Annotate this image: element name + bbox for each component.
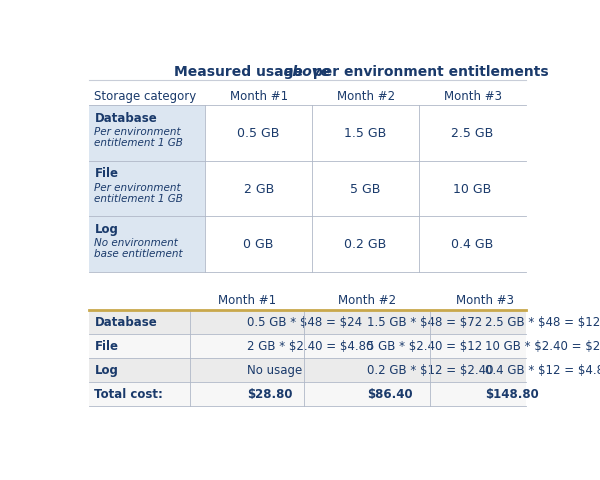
Bar: [89, 382, 526, 406]
Bar: [312, 106, 419, 161]
Text: 0.4 GB: 0.4 GB: [451, 238, 494, 251]
Text: Log: Log: [94, 222, 118, 235]
Text: \$28.80: \$28.80: [247, 387, 293, 400]
Text: Log: Log: [94, 363, 118, 376]
Text: No usage: No usage: [247, 363, 302, 376]
Text: Database: Database: [94, 316, 157, 329]
Text: 0.4 GB * \$12 = \$4.80: 0.4 GB * \$12 = \$4.80: [485, 363, 600, 376]
Text: File: File: [94, 340, 118, 353]
Bar: [89, 358, 526, 382]
Text: 1.5 GB * \$48 = \$72: 1.5 GB * \$48 = \$72: [367, 316, 482, 329]
Text: Month #1: Month #1: [230, 90, 288, 103]
Text: File: File: [94, 167, 118, 180]
Text: No environment: No environment: [94, 238, 178, 248]
Text: Per environment: Per environment: [94, 182, 181, 192]
Text: above: above: [284, 64, 331, 78]
Text: Measured usage: Measured usage: [173, 64, 308, 78]
Bar: [205, 161, 312, 216]
Text: \$86.40: \$86.40: [367, 387, 413, 400]
Text: Month #3: Month #3: [443, 90, 502, 103]
Text: 5 GB: 5 GB: [350, 182, 381, 195]
Text: 10 GB * \$2.40 = \$24: 10 GB * \$2.40 = \$24: [485, 340, 600, 353]
Text: 0.2 GB * \$12 = \$2.40: 0.2 GB * \$12 = \$2.40: [367, 363, 494, 376]
Text: base entitlement: base entitlement: [94, 249, 183, 259]
Bar: [312, 161, 419, 216]
Text: Database: Database: [94, 112, 157, 125]
Text: Month #2: Month #2: [337, 90, 395, 103]
Text: 2.5 GB: 2.5 GB: [451, 127, 494, 140]
Text: Month #1: Month #1: [218, 293, 276, 306]
Bar: [89, 161, 205, 216]
Text: Month #2: Month #2: [338, 293, 396, 306]
Text: 2.5 GB * \$48 = \$120: 2.5 GB * \$48 = \$120: [485, 316, 600, 329]
Text: \$148.80: \$148.80: [485, 387, 539, 400]
Text: 2 GB: 2 GB: [244, 182, 274, 195]
Text: 10 GB: 10 GB: [454, 182, 492, 195]
Bar: [419, 106, 526, 161]
Text: 0.2 GB: 0.2 GB: [344, 238, 387, 251]
Bar: [205, 106, 312, 161]
Text: 2 GB * \$2.40 = \$4.80: 2 GB * \$2.40 = \$4.80: [247, 340, 373, 353]
Text: entitlement 1 GB: entitlement 1 GB: [94, 193, 183, 203]
Text: Month #3: Month #3: [456, 293, 514, 306]
Bar: [205, 216, 312, 272]
Text: per environment entitlements: per environment entitlements: [308, 64, 548, 78]
Text: 0.5 GB: 0.5 GB: [238, 127, 280, 140]
Bar: [89, 106, 205, 161]
Bar: [419, 216, 526, 272]
Text: 0.5 GB * \$48 = \$24: 0.5 GB * \$48 = \$24: [247, 316, 362, 329]
Text: 0 GB: 0 GB: [244, 238, 274, 251]
Text: Storage category: Storage category: [94, 90, 197, 103]
Bar: [312, 216, 419, 272]
Bar: [89, 334, 526, 358]
Text: Total cost:: Total cost:: [94, 387, 163, 400]
Bar: [89, 311, 526, 334]
Text: Per environment: Per environment: [94, 127, 181, 137]
Text: 1.5 GB: 1.5 GB: [344, 127, 387, 140]
Text: 5 GB * \$2.40 = \$12: 5 GB * \$2.40 = \$12: [367, 340, 482, 353]
Bar: [419, 161, 526, 216]
Text: entitlement 1 GB: entitlement 1 GB: [94, 138, 183, 148]
Bar: [89, 216, 205, 272]
